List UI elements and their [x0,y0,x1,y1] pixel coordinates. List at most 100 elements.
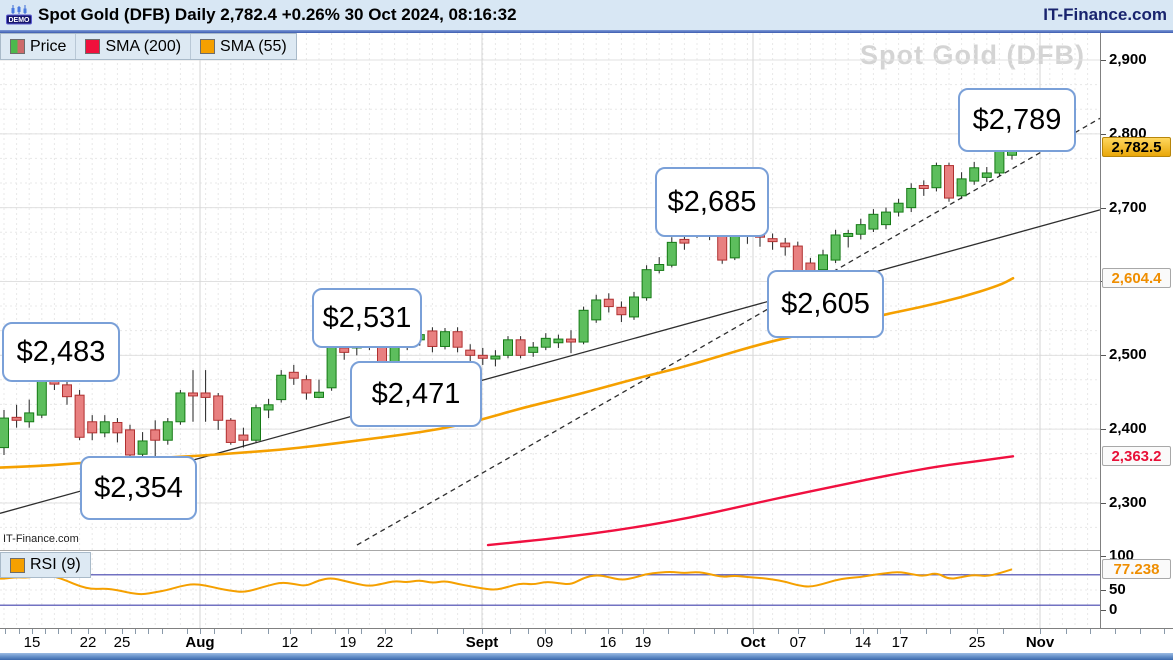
candle[interactable] [780,237,791,256]
date-axis-label: 25 [113,634,131,651]
candle[interactable] [225,418,236,445]
date-axis-tick [622,629,623,634]
candle[interactable] [465,344,476,362]
candle[interactable] [276,370,287,403]
candle[interactable] [263,398,274,419]
date-axis-tick [411,629,412,634]
candle[interactable] [162,418,173,445]
date-axis-tick [727,629,728,634]
candle[interactable] [818,249,828,273]
panel-separator[interactable] [0,550,1173,551]
rsi-panel[interactable] [0,568,1100,606]
price-annotation-callout[interactable]: $2,605 [767,270,884,338]
candle[interactable] [868,209,879,233]
candle[interactable] [0,409,9,455]
candle[interactable] [11,404,22,428]
candle[interactable] [251,404,261,443]
price-axis-tick [1101,60,1106,61]
date-axis-tick [122,629,123,634]
date-axis-tick [214,629,215,634]
candle[interactable] [188,370,198,422]
candle[interactable] [24,399,35,428]
candle[interactable] [855,218,866,240]
price-annotation-callout[interactable]: $2,685 [655,167,769,237]
rsi-axis-tick [1101,610,1106,611]
candle[interactable] [931,162,942,192]
candle[interactable] [981,167,992,182]
candle[interactable] [893,198,904,217]
candle[interactable] [440,328,450,350]
candle[interactable] [906,183,917,213]
date-axis-label: Nov [1025,634,1055,651]
candle[interactable] [830,229,841,264]
price-annotation-callout[interactable]: $2,471 [350,361,482,427]
legend-item-sma200[interactable]: SMA (200) [76,34,192,59]
price-chart-canvas[interactable] [0,33,1100,628]
price-axis-tick [1101,503,1106,504]
date-axis-tick [528,629,529,634]
date-axis-tick [545,629,546,634]
date-axis-label: 22 [376,634,394,651]
candle[interactable] [553,334,564,348]
candle[interactable] [477,347,488,365]
date-axis[interactable]: 15 22 25 Aug 12 19 22 Sept 09 16 19 Oct 07 14 17 25 Nov [0,628,1173,653]
legend-item-label: SMA (200) [105,37,182,55]
legend-item-sma55[interactable]: SMA (55) [191,34,296,59]
candle[interactable] [578,306,589,345]
price-annotation-callout[interactable]: $2,789 [958,88,1076,152]
candle[interactable] [112,418,123,443]
candle[interactable] [503,336,513,359]
price-axis-label: 2,400 [1109,420,1147,437]
brand-link[interactable]: IT-Finance.com [1043,5,1167,24]
candle[interactable] [87,415,98,441]
candle[interactable] [629,291,639,320]
candle[interactable] [616,301,627,323]
candle[interactable] [238,427,249,448]
candle[interactable] [515,336,526,359]
candle[interactable] [956,172,967,199]
candle[interactable] [918,180,929,196]
candle[interactable] [641,265,652,301]
date-axis-tick [148,629,149,634]
legend-item-price[interactable]: Price [1,34,77,59]
candle[interactable] [213,392,224,430]
candle[interactable] [566,330,576,354]
price-axis[interactable]: 2,9002,8002,7002,6002,5002,4002,3002,782… [1100,33,1173,628]
candle[interactable] [288,364,299,385]
candle[interactable] [666,237,677,268]
date-axis-tick [1140,629,1141,634]
candle[interactable] [843,229,854,248]
candle[interactable] [654,257,665,274]
candle[interactable] [528,342,539,357]
candle[interactable] [74,390,85,441]
candle[interactable] [175,390,186,425]
price-axis-tick [1101,429,1106,430]
candle[interactable] [881,207,891,230]
candle[interactable] [944,162,954,202]
candle[interactable] [767,233,778,250]
legend-item-rsi[interactable]: RSI (9) [1,553,90,577]
candle[interactable] [591,294,602,323]
price-axis-tick [1101,208,1106,209]
candle[interactable] [490,350,501,367]
candle[interactable] [314,379,324,399]
candle[interactable] [452,327,463,353]
candle[interactable] [200,370,211,422]
candle[interactable] [603,293,614,313]
candle[interactable] [99,415,110,438]
rsi-line[interactable] [0,568,1013,596]
date-axis-label: 22 [79,634,97,651]
price-annotation-callout[interactable]: $2,531 [312,288,422,348]
date-axis-tick [1066,629,1067,634]
price-annotation-callout[interactable]: $2,354 [80,456,197,520]
candle[interactable] [427,327,438,353]
trendline-dashed[interactable] [356,117,1100,546]
date-axis-tick [385,629,386,634]
date-axis-tick [1115,629,1116,634]
price-annotation-callout[interactable]: $2,483 [2,322,120,382]
candle[interactable] [301,375,312,400]
candle[interactable] [540,333,551,351]
candle[interactable] [969,161,980,185]
sma200-line[interactable] [486,455,1015,547]
